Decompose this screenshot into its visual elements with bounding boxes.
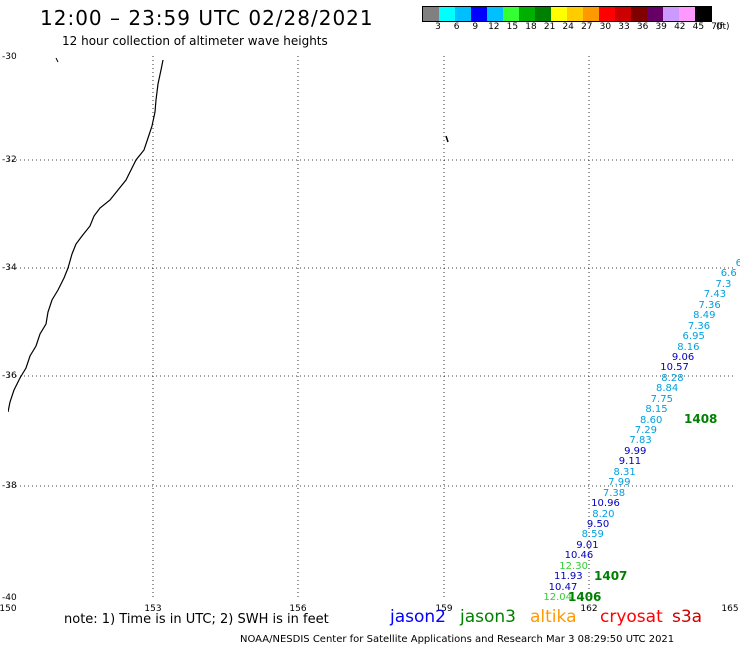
swh-value: 10.46: [564, 550, 594, 562]
colorbar-swatch: [535, 7, 551, 21]
swh-value: 8.20: [592, 508, 615, 520]
swh-value: 7.3: [715, 278, 732, 290]
colorbar-swatch: [631, 7, 647, 21]
pass-time-tag: 1407: [594, 569, 628, 583]
colorbar-tick: 24: [562, 22, 574, 32]
swh-value: 10.47: [548, 581, 578, 593]
longitude-label: 159: [435, 604, 453, 614]
swh-value: 10.57: [660, 362, 689, 374]
colorbar-swatch: [487, 7, 503, 21]
colorbar-swatch: [679, 7, 695, 21]
colorbar-swatch: [519, 7, 535, 21]
swh-value: 8.60: [640, 414, 663, 426]
colorbar-tick: 21: [543, 22, 556, 32]
colorbar-tick: 36: [636, 22, 649, 32]
swh-value: 9.11: [618, 456, 642, 468]
longitude-label: 153: [144, 604, 162, 614]
colorbar-tick: 42: [674, 22, 686, 32]
swh-value: 9.06: [671, 351, 695, 363]
swh-value: 9.99: [624, 445, 647, 457]
colorbar-swatch: [551, 7, 567, 21]
swh-value: 6.6: [720, 268, 737, 280]
footer-credit: NOAA/NESDIS Center for Satellite Applica…: [240, 634, 675, 645]
swh-value: 7.38: [602, 487, 626, 499]
map-subtitle: 12 hour collection of altimeter wave hei…: [62, 34, 328, 48]
colorbar-swatch: [599, 7, 615, 21]
colorbar-swatch: [423, 7, 439, 21]
satellite-legend-jason3: jason3: [460, 607, 516, 627]
swh-value: 8.28: [661, 372, 684, 384]
coastline: [8, 59, 164, 413]
colorbar-tick: 12: [488, 22, 500, 32]
colorbar-swatch: [471, 7, 487, 21]
latitude-label: -38: [2, 481, 17, 491]
swh-value: 11.93: [553, 571, 583, 583]
map-title: 12:00 – 23:59 UTC 02/28/2021: [40, 6, 374, 30]
swh-value: 6.95: [682, 331, 705, 343]
swh-value: 8.16: [677, 341, 700, 353]
colorbar-swatch: [695, 7, 711, 21]
swh-value: 7.75: [650, 393, 673, 405]
satellite-legend-jason2: jason2: [390, 607, 446, 627]
latitude-label: -32: [2, 155, 17, 165]
swh-value: 8.15: [645, 404, 668, 416]
swh-value: 7.83: [629, 435, 652, 447]
satellite-legend-altika: altika: [530, 607, 577, 627]
colorbar-tick-labels: 3 6 9 12 15 18 21 24 27 30 33 36 39 42 45 70: [422, 22, 740, 34]
swh-value: 7.36: [698, 299, 721, 311]
colorbar-swatch: [583, 7, 599, 21]
swh-value: 8.59: [581, 529, 604, 541]
wave-height-colorbar: [422, 6, 712, 22]
colorbar-swatch: [615, 7, 631, 21]
colorbar-swatch: [439, 7, 455, 21]
longitude-label: 156: [289, 604, 307, 614]
colorbar-swatch: [647, 7, 663, 21]
swh-value: 12.04: [543, 592, 572, 603]
colorbar-swatch: [663, 7, 679, 21]
colorbar-swatch: [455, 7, 471, 21]
colorbar-tick: 70: [711, 22, 723, 32]
swh-value: 7.36: [687, 320, 711, 332]
latitude-label: -40: [2, 593, 17, 603]
pass-time-tag: 1408: [684, 412, 718, 426]
swh-value: 8.49: [693, 310, 716, 322]
colorbar-tick: 27: [581, 22, 593, 32]
swh-value: 6: [735, 258, 740, 269]
swh-value: 12.30: [559, 560, 588, 572]
swh-value: 7.43: [703, 289, 727, 301]
latitude-label: -30: [2, 52, 17, 62]
swh-value: 10.96: [591, 498, 620, 510]
swh-value: 8.84: [655, 383, 679, 395]
colorbar-tick: 6: [453, 22, 460, 32]
colorbar-tick: 39: [655, 22, 667, 32]
longitude-label: 165: [721, 604, 739, 614]
colorbar-tick: 30: [599, 22, 612, 32]
pass-time-tag: 1406: [568, 590, 602, 604]
latitude-label: -36: [2, 371, 17, 381]
map-area: [8, 56, 734, 598]
colorbar-tick: 45: [692, 22, 705, 32]
colorbar-tick: 3: [435, 22, 441, 32]
coastline-island: [55, 57, 59, 63]
swh-value: 9.01: [576, 539, 599, 551]
longitude-label: 150: [0, 604, 17, 614]
colorbar-unit: (ft): [716, 22, 730, 32]
colorbar-swatch: [503, 7, 519, 21]
colorbar-tick: 33: [618, 22, 630, 32]
colorbar-tick: 18: [525, 22, 537, 32]
satellite-legend-s3a: s3a: [672, 607, 703, 627]
swh-value: 8.31: [613, 466, 636, 478]
swh-value: 9.50: [586, 518, 610, 530]
longitude-label: 162: [580, 604, 598, 614]
satellite-legend-cryosat: cryosat: [600, 607, 663, 627]
coastline-island: [445, 135, 449, 143]
latitude-label: -34: [2, 263, 17, 273]
colorbar-swatch: [567, 7, 583, 21]
swh-value: 7.99: [608, 477, 631, 489]
swh-value: 7.29: [634, 425, 657, 436]
colorbar-tick: 9: [472, 22, 479, 32]
colorbar-tick: 15: [506, 22, 519, 32]
note-text: note: 1) Time is in UTC; 2) SWH is in fe…: [64, 612, 329, 627]
